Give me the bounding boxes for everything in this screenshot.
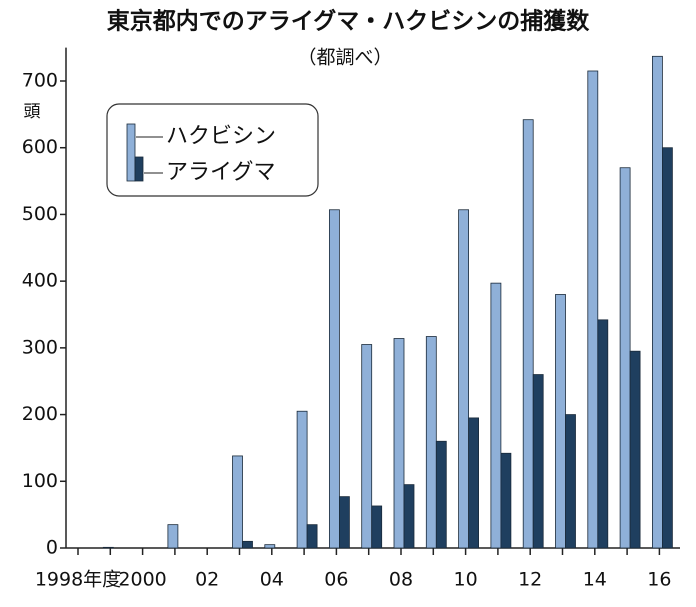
legend-swatch	[126, 123, 136, 182]
bar	[371, 505, 383, 549]
x-tick-label: 06	[324, 569, 348, 591]
bar	[597, 319, 609, 549]
bar	[619, 167, 631, 549]
bar	[532, 374, 544, 549]
bar	[458, 209, 470, 549]
bar	[393, 338, 405, 549]
x-tick-label: 10	[454, 569, 478, 591]
bar	[338, 496, 350, 549]
bar	[242, 540, 253, 549]
bar	[522, 119, 534, 549]
chart-title: 東京都内でのアライグマ・ハクビシンの捕獲数	[107, 8, 591, 35]
bar	[490, 282, 502, 549]
y-tick-label: 200	[22, 403, 58, 425]
bar	[361, 344, 373, 549]
bar	[328, 209, 340, 549]
bar	[102, 546, 114, 549]
bar	[500, 452, 512, 549]
bar	[306, 524, 318, 549]
y-axis-label: 頭	[24, 102, 41, 122]
chart-subtitle: （都調べ）	[297, 47, 392, 69]
x-tick-label: 08	[389, 569, 413, 591]
bar	[662, 147, 673, 549]
x-tick-label: 04	[260, 569, 284, 591]
bar	[167, 524, 179, 549]
bar	[652, 55, 663, 549]
x-tick-label: 14	[583, 569, 607, 591]
bar	[565, 414, 576, 549]
y-tick-label: 300	[22, 336, 58, 358]
bar	[296, 410, 308, 549]
bar	[587, 70, 599, 549]
legend-label: ハクビシン	[166, 124, 276, 149]
y-tick-label: 100	[22, 470, 58, 492]
y-tick-label: 500	[22, 203, 58, 225]
y-tick-label: 700	[22, 70, 58, 92]
x-tick-label: 02	[195, 569, 219, 591]
bar	[232, 455, 243, 549]
legend-label: アライグマ	[166, 160, 276, 185]
bar	[403, 484, 415, 549]
bar	[264, 544, 276, 549]
bar	[425, 336, 437, 549]
bar	[555, 294, 566, 549]
x-tick-label: 12	[518, 569, 542, 591]
legend-swatch	[134, 156, 144, 182]
x-tick-label: 16	[647, 569, 671, 591]
y-tick-label: 0	[46, 537, 58, 559]
y-tick-label: 600	[22, 136, 58, 158]
y-tick-label: 400	[22, 270, 58, 292]
bar	[629, 350, 641, 549]
x-tick-label: 1998年度	[35, 569, 121, 591]
x-tick-label: 2000	[118, 569, 166, 591]
bar	[468, 417, 480, 549]
bar	[435, 440, 447, 549]
